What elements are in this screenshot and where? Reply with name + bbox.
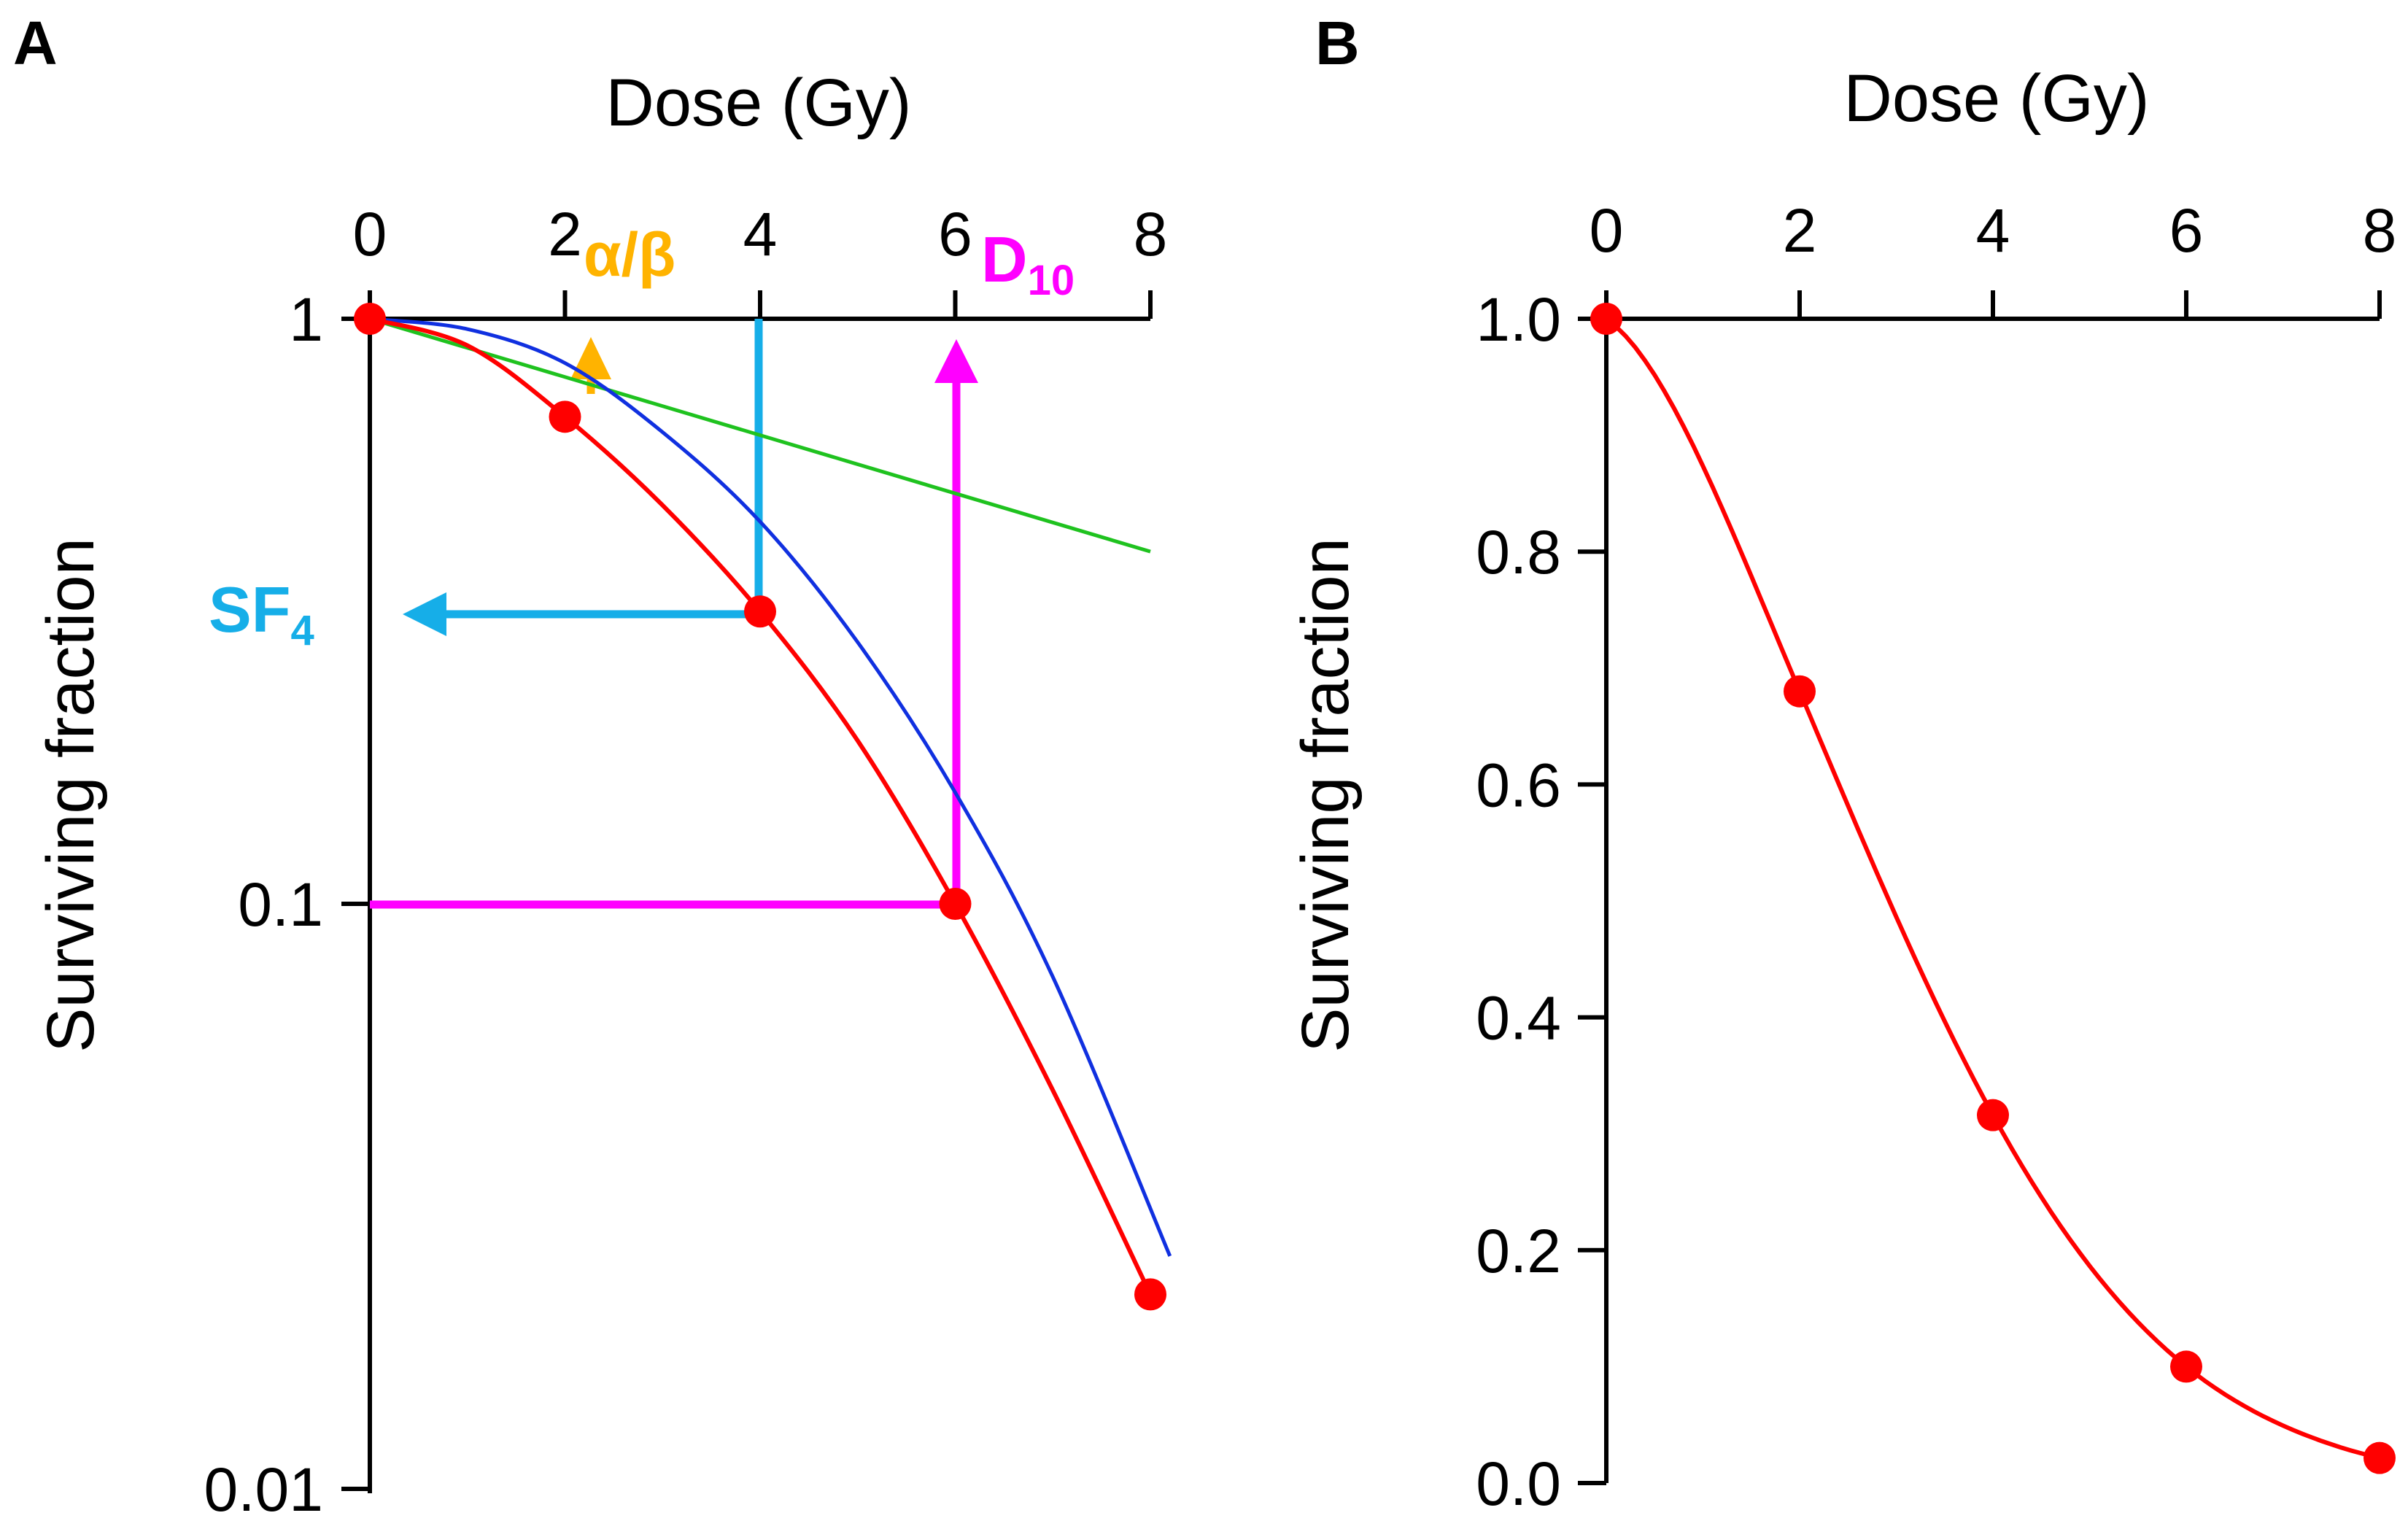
panel-a-linear-component-line [369,317,1151,554]
panel-a-x-tick-label: 6 [938,200,972,268]
panel-b-y-tick-label: 0.8 [1476,518,1561,587]
d10-label-subscript: 10 [1028,257,1075,304]
panel-a-x-tick-label: 8 [1134,200,1168,268]
panel-b-x-ticks: 0 2 4 6 8 [1590,196,2397,319]
alpha-beta-label: α/β [584,220,675,289]
panel-a-letter: A [13,9,58,77]
panel-a-data-point [549,400,581,433]
panel-b-x-tick-label: 2 [1783,196,1817,265]
panel-b-x-tick-label: 4 [1976,196,2010,265]
panel-b-letter: B [1315,9,1360,77]
panel-b-xlabel: Dose (Gy) [1843,61,2149,136]
panel-a: A Dose (Gy) Surviving fraction 0 2 4 6 8 1 0.… [13,9,1172,1524]
panel-b-data-point [2364,1441,2396,1474]
panel-a-y-tick-label: 1 [289,285,323,354]
panel-a-fit-curve [369,317,1153,1296]
panel-b-y-tick-label: 0.0 [1476,1449,1561,1518]
panel-b: B Dose (Gy) Surviving fraction 0 2 4 6 8 1.0… [1288,9,2396,1518]
panel-a-xlabel: Dose (Gy) [605,66,911,140]
panel-b-y-tick-label: 1.0 [1476,285,1561,354]
sf4-label-subscript: 4 [290,607,314,654]
panel-b-y-tick-label: 0.6 [1476,751,1561,819]
d10-label-main: D [981,223,1028,295]
panel-b-x-tick-label: 8 [2363,196,2397,265]
panel-b-data-points [1590,303,2396,1474]
panel-b-x-tick-label: 6 [2169,196,2204,265]
panel-a-ylabel: Surviving fraction [34,538,108,1053]
panel-b-y-tick-label: 0.4 [1476,984,1561,1053]
panel-b-ylabel: Surviving fraction [1288,538,1363,1053]
d10-label: D10 [981,223,1075,304]
panel-b-y-ticks: 1.0 0.8 0.6 0.4 0.2 0.0 [1476,285,1606,1518]
panel-a-model-curve [369,317,1172,1257]
panel-b-fit-curve [1605,317,2380,1460]
panel-b-data-point [1977,1099,2009,1131]
panel-b-data-point [2170,1350,2202,1383]
panel-a-y-tick-label: 0.1 [238,870,323,939]
panel-a-x-tick-label: 4 [743,200,778,268]
panel-a-data-point [354,303,386,335]
panel-a-y-ticks: 1 0.1 0.01 [204,285,370,1524]
panel-a-data-point [939,888,972,920]
panel-b-x-tick-label: 0 [1590,196,1624,265]
d10-guide-line [370,339,978,909]
sf4-label: SF4 [209,573,314,654]
panel-b-y-tick-label: 0.2 [1476,1217,1561,1285]
sf4-label-main: SF [209,573,290,646]
panel-a-y-tick-label: 0.01 [204,1455,324,1524]
panel-b-data-point [1784,675,1816,708]
panel-a-x-tick-label: 2 [548,200,582,268]
panel-a-data-point [744,595,776,628]
panel-a-x-tick-label: 0 [353,200,387,268]
panel-b-data-point [1590,303,1622,335]
panel-a-data-point [1134,1278,1166,1311]
panel-a-x-ticks: 0 2 4 6 8 [353,200,1168,319]
panel-a-data-points [354,303,1166,1311]
